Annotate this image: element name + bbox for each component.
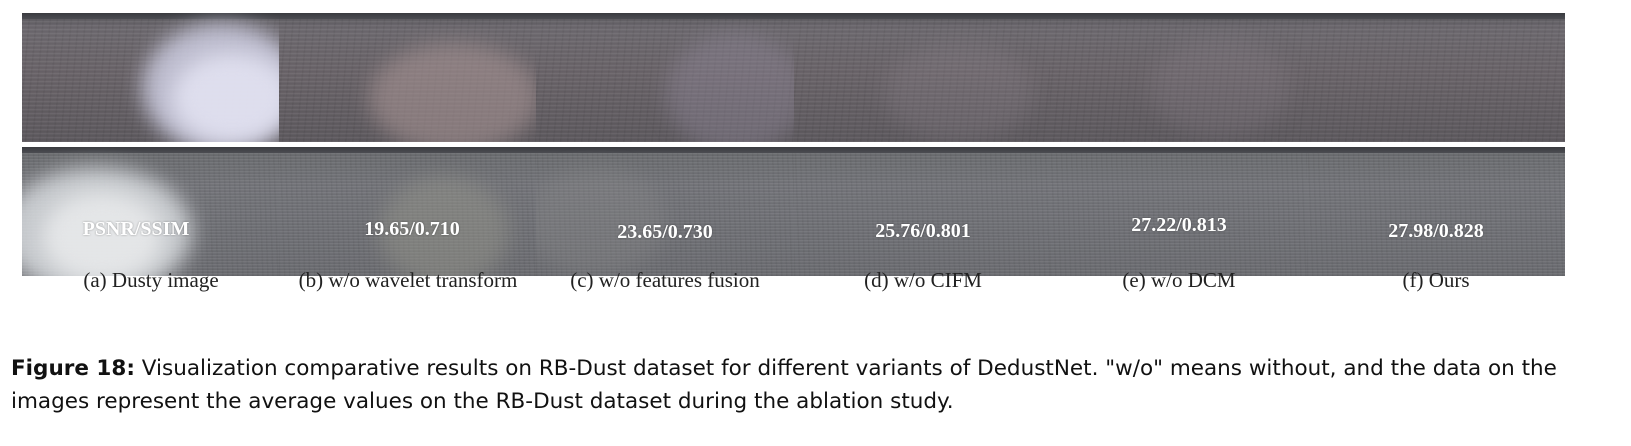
wavelet-bottom-image xyxy=(279,147,537,276)
metric-value: 27.98/0.828 xyxy=(1388,220,1484,242)
wavelet-top-image xyxy=(279,13,537,142)
cifm-top-image xyxy=(794,13,1052,142)
dcm-top-image xyxy=(1050,13,1308,142)
figure-label: Figure 18: xyxy=(11,356,135,381)
metric-value: 19.65/0.710 xyxy=(364,218,460,240)
fusion-bottom-image xyxy=(536,147,794,276)
panel-caption: (f) Ours xyxy=(1402,268,1470,292)
fusion-top-image xyxy=(536,13,794,142)
panel-caption: (e) w/o DCM xyxy=(1122,268,1236,292)
metric-value: 25.76/0.801 xyxy=(875,220,971,242)
figure-caption-text: Visualization comparative results on RB-… xyxy=(11,356,1557,414)
figure-caption: Figure 18: Visualization comparative res… xyxy=(11,352,1626,418)
dusty-top-image xyxy=(22,13,280,142)
cifm-bottom-image xyxy=(794,147,1052,276)
dusty-bottom-image xyxy=(22,147,280,276)
metric-value: 27.22/0.813 xyxy=(1131,214,1227,236)
panel-caption: (a) Dusty image xyxy=(83,268,219,292)
metric-value: 23.65/0.730 xyxy=(617,221,713,243)
dcm-bottom-image xyxy=(1050,147,1308,276)
panel-caption: (b) w/o wavelet transform xyxy=(298,268,518,292)
panel-caption: (d) w/o CIFM xyxy=(864,268,982,292)
ours-top-image xyxy=(1307,13,1565,142)
panel-caption: (c) w/o features fusion xyxy=(570,268,760,292)
ours-bottom-image xyxy=(1307,147,1565,276)
metric-label: PSNR/SSIM xyxy=(82,218,190,240)
